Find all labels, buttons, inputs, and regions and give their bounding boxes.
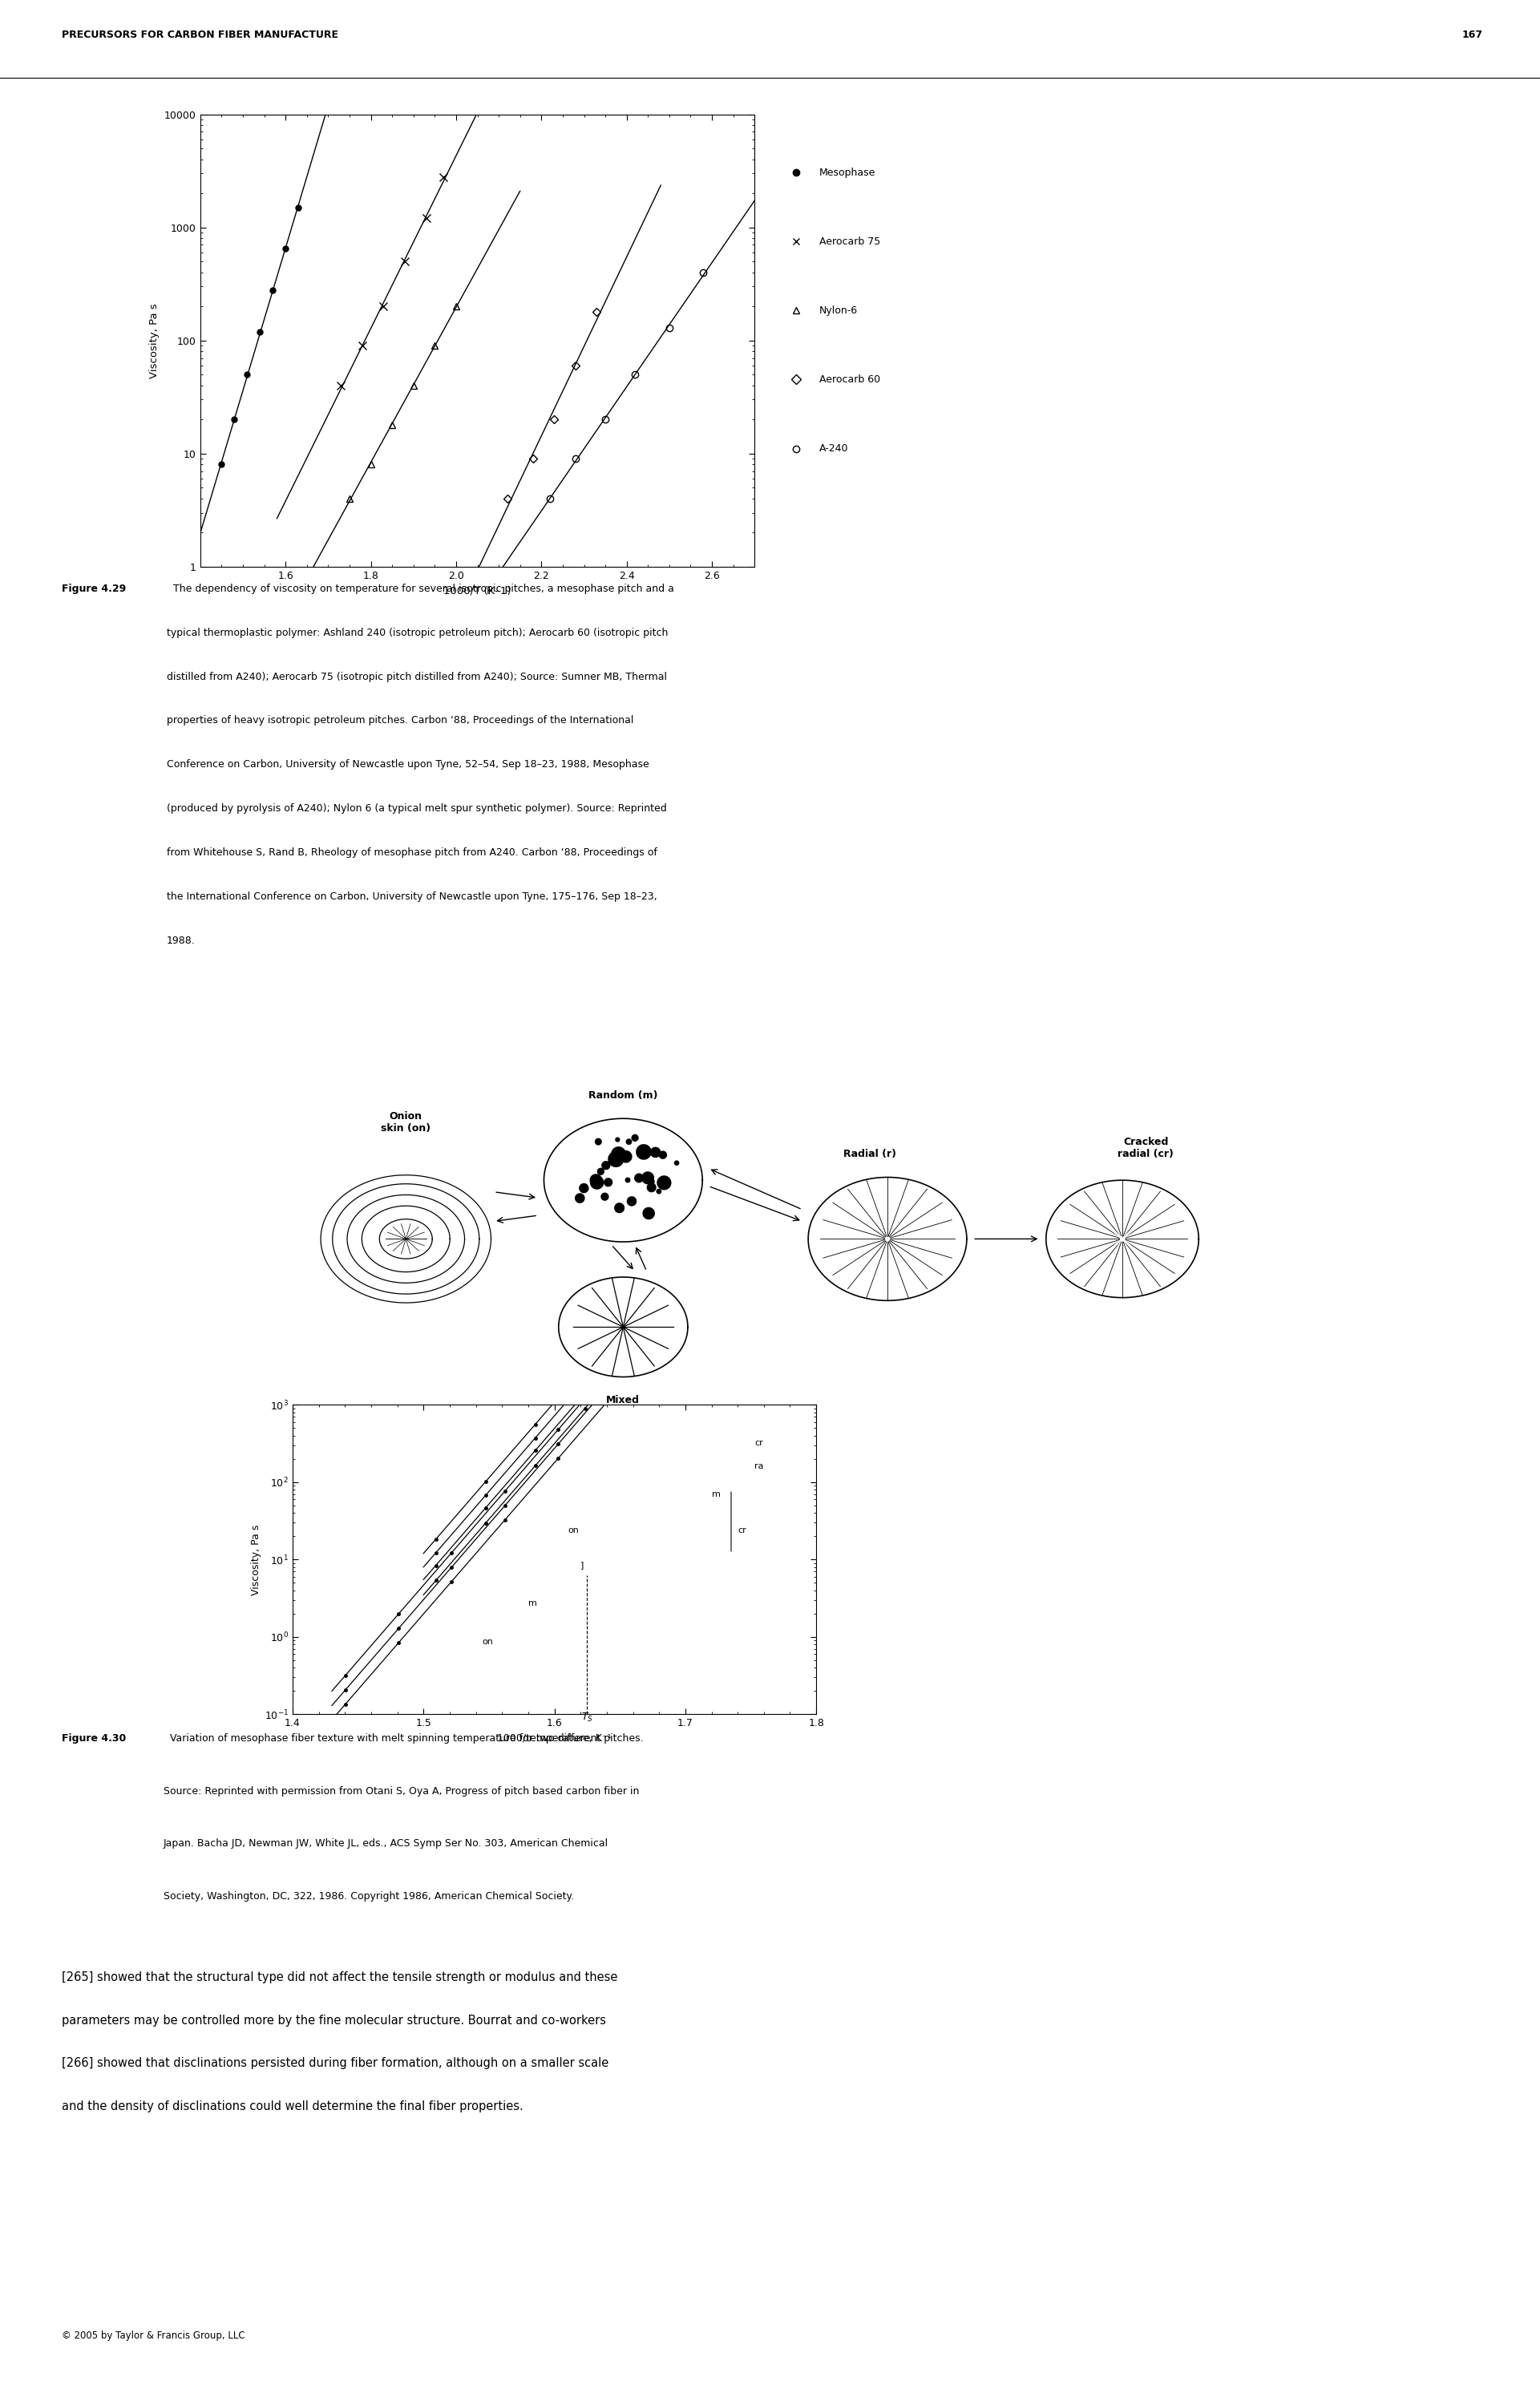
- Polygon shape: [625, 1176, 630, 1183]
- Text: Figure 4.30: Figure 4.30: [62, 1733, 126, 1743]
- Polygon shape: [579, 1183, 588, 1193]
- Text: distilled from A240); Aerocarb 75 (isotropic pitch distilled from A240); Source:: distilled from A240); Aerocarb 75 (isotr…: [166, 671, 667, 681]
- Polygon shape: [634, 1174, 644, 1183]
- Polygon shape: [601, 1193, 608, 1200]
- Text: Conference on Carbon, University of Newcastle upon Tyne, 52–54, Sep 18–23, 1988,: Conference on Carbon, University of Newc…: [166, 760, 648, 769]
- Text: parameters may be controlled more by the fine molecular structure. Bourrat and c: parameters may be controlled more by the…: [62, 2014, 605, 2026]
- Text: m: m: [711, 1491, 721, 1498]
- Polygon shape: [642, 1207, 655, 1219]
- Polygon shape: [598, 1167, 605, 1176]
- Text: properties of heavy isotropic petroleum pitches. Carbon ‘88, Proceedings of the : properties of heavy isotropic petroleum …: [166, 714, 633, 726]
- Polygon shape: [608, 1150, 624, 1167]
- Polygon shape: [656, 1176, 671, 1190]
- Polygon shape: [594, 1138, 602, 1145]
- Polygon shape: [647, 1183, 656, 1193]
- Polygon shape: [614, 1138, 621, 1143]
- Text: $T_S$: $T_S$: [581, 1712, 593, 1724]
- X-axis label: 1000/T (K–1): 1000/T (K–1): [444, 586, 511, 595]
- Text: Random (m): Random (m): [588, 1090, 658, 1100]
- Text: Aerocarb 75: Aerocarb 75: [819, 236, 881, 248]
- Text: Aerocarb 60: Aerocarb 60: [819, 374, 881, 386]
- Text: from Whitehouse S, Rand B, Rheology of mesophase pitch from A240. Carbon ‘88, Pr: from Whitehouse S, Rand B, Rheology of m…: [166, 848, 658, 857]
- Polygon shape: [619, 1150, 633, 1162]
- Text: and the density of disclinations could well determine the final fiber properties: and the density of disclinations could w…: [62, 2100, 524, 2112]
- Polygon shape: [574, 1193, 585, 1202]
- Polygon shape: [641, 1171, 654, 1183]
- Polygon shape: [590, 1174, 602, 1186]
- Text: Society, Washington, DC, 322, 1986. Copyright 1986, American Chemical Society.: Society, Washington, DC, 322, 1986. Copy…: [163, 1891, 574, 1902]
- Text: on: on: [568, 1526, 579, 1536]
- Text: Mixed: Mixed: [607, 1395, 641, 1405]
- Polygon shape: [613, 1155, 624, 1164]
- Text: Cracked
radial (cr): Cracked radial (cr): [1118, 1138, 1173, 1160]
- Text: ra: ra: [755, 1462, 764, 1469]
- Text: the International Conference on Carbon, University of Newcastle upon Tyne, 175–1: the International Conference on Carbon, …: [166, 893, 658, 902]
- Polygon shape: [602, 1162, 610, 1169]
- Text: cr: cr: [738, 1526, 747, 1536]
- Text: Japan. Bacha JD, Newman JW, White JL, eds., ACS Symp Ser No. 303, American Chemi: Japan. Bacha JD, Newman JW, White JL, ed…: [163, 1838, 608, 1850]
- Text: Radial (r): Radial (r): [844, 1150, 896, 1160]
- Polygon shape: [656, 1188, 662, 1195]
- Text: The dependency of viscosity on temperature for several isotropic pitches, a meso: The dependency of viscosity on temperatu…: [166, 583, 675, 593]
- Text: on: on: [482, 1638, 493, 1645]
- Text: 1988.: 1988.: [166, 936, 196, 945]
- Text: (produced by pyrolysis of A240); Nylon 6 (a typical melt spur synthetic polymer): (produced by pyrolysis of A240); Nylon 6…: [166, 802, 667, 814]
- Text: [265] showed that the structural type did not affect the tensile strength or mod: [265] showed that the structural type di…: [62, 1971, 618, 1983]
- Text: 167: 167: [1461, 29, 1483, 40]
- Polygon shape: [627, 1195, 636, 1207]
- Y-axis label: Viscosity, Pa s: Viscosity, Pa s: [251, 1524, 262, 1595]
- Polygon shape: [675, 1160, 679, 1167]
- Text: Figure 4.29: Figure 4.29: [62, 583, 126, 593]
- Text: [266] showed that disclinations persisted during fiber formation, although on a : [266] showed that disclinations persiste…: [62, 2057, 608, 2069]
- Text: PRECURSORS FOR CARBON FIBER MANUFACTURE: PRECURSORS FOR CARBON FIBER MANUFACTURE: [62, 29, 339, 40]
- Text: typical thermoplastic polymer: Ashland 240 (isotropic petroleum pitch); Aerocarb: typical thermoplastic polymer: Ashland 2…: [166, 629, 668, 638]
- Polygon shape: [631, 1133, 639, 1140]
- Text: cr: cr: [755, 1438, 764, 1448]
- Text: Source: Reprinted with permission from Otani S, Oya A, Progress of pitch based c: Source: Reprinted with permission from O…: [163, 1786, 639, 1795]
- Polygon shape: [614, 1202, 625, 1214]
- Text: Mesophase: Mesophase: [819, 167, 876, 179]
- Text: © 2005 by Taylor & Francis Group, LLC: © 2005 by Taylor & Francis Group, LLC: [62, 2331, 245, 2341]
- Polygon shape: [648, 1179, 654, 1186]
- Polygon shape: [650, 1148, 661, 1157]
- Polygon shape: [611, 1148, 627, 1162]
- Text: m: m: [528, 1600, 537, 1607]
- Polygon shape: [636, 1145, 651, 1160]
- Text: Variation of mesophase fiber texture with melt spinning temperature for two diff: Variation of mesophase fiber texture wit…: [163, 1733, 644, 1743]
- Text: ]: ]: [581, 1560, 584, 1569]
- X-axis label: 1000/temperature, K⁻¹: 1000/temperature, K⁻¹: [497, 1733, 611, 1743]
- Text: Onion
skin (on): Onion skin (on): [380, 1112, 431, 1133]
- Polygon shape: [590, 1176, 604, 1190]
- Polygon shape: [604, 1179, 613, 1186]
- Polygon shape: [659, 1150, 667, 1160]
- Text: Nylon-6: Nylon-6: [819, 305, 858, 317]
- Y-axis label: Viscosity, Pa s: Viscosity, Pa s: [149, 302, 160, 379]
- Text: A-240: A-240: [819, 443, 849, 455]
- Polygon shape: [625, 1138, 631, 1145]
